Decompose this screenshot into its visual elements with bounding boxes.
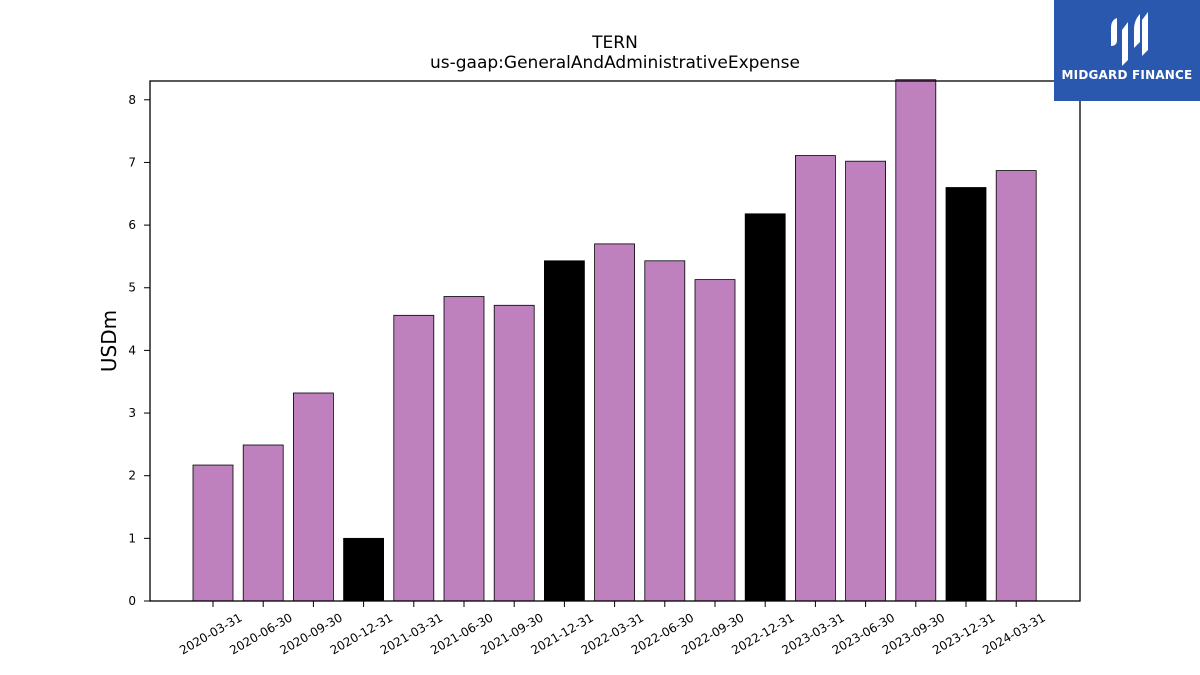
bars-group [192, 79, 1037, 602]
bar-2020-12-31 [343, 537, 385, 602]
bar-2021-12-31 [544, 260, 585, 602]
bar-2022-12-31 [744, 213, 786, 602]
y-tick-label: 3 [128, 406, 136, 420]
brand-name: MIDGARD FINANCE [1061, 68, 1193, 82]
x-axis-ticks: 2020-03-312020-06-302020-09-302020-12-31… [177, 601, 1048, 657]
bar-2021-09-30 [493, 304, 535, 602]
y-tick-label: 0 [128, 594, 136, 608]
y-tick-label: 6 [128, 218, 136, 232]
bar-2022-06-30 [644, 260, 686, 602]
bar-2024-03-31 [995, 170, 1037, 602]
y-tick-label: 5 [128, 281, 136, 295]
bar-2023-06-30 [845, 160, 886, 602]
bar-2022-03-31 [594, 243, 635, 602]
y-tick-label: 4 [128, 343, 136, 357]
y-axis-label: USDm [97, 310, 121, 372]
bar-2021-03-31 [393, 314, 435, 602]
bar-2023-09-30 [895, 79, 937, 602]
plot-frame [149, 80, 1081, 602]
y-axis-ticks: 0 1 2 3 4 5 6 7 8 [128, 93, 150, 608]
brand-logo: MIDGARD FINANCE [1054, 0, 1200, 101]
midgard-logo-icon [1111, 12, 1148, 66]
bar-2020-06-30 [242, 444, 284, 602]
bar-2020-09-30 [292, 392, 334, 602]
y-tick-label: 8 [128, 93, 136, 107]
bar-2022-09-30 [694, 279, 736, 602]
bar-2023-12-31 [945, 187, 987, 602]
y-tick-label: 2 [128, 469, 136, 483]
y-tick-label: 7 [128, 155, 136, 169]
bar-2023-03-31 [795, 155, 836, 602]
y-tick-label: 1 [128, 531, 136, 545]
chart-title: TERN [591, 33, 638, 53]
bar-2020-03-31 [192, 464, 234, 602]
bar-2021-06-30 [443, 296, 485, 602]
chart-subtitle: us-gaap:GeneralAndAdministrativeExpense [430, 53, 800, 73]
